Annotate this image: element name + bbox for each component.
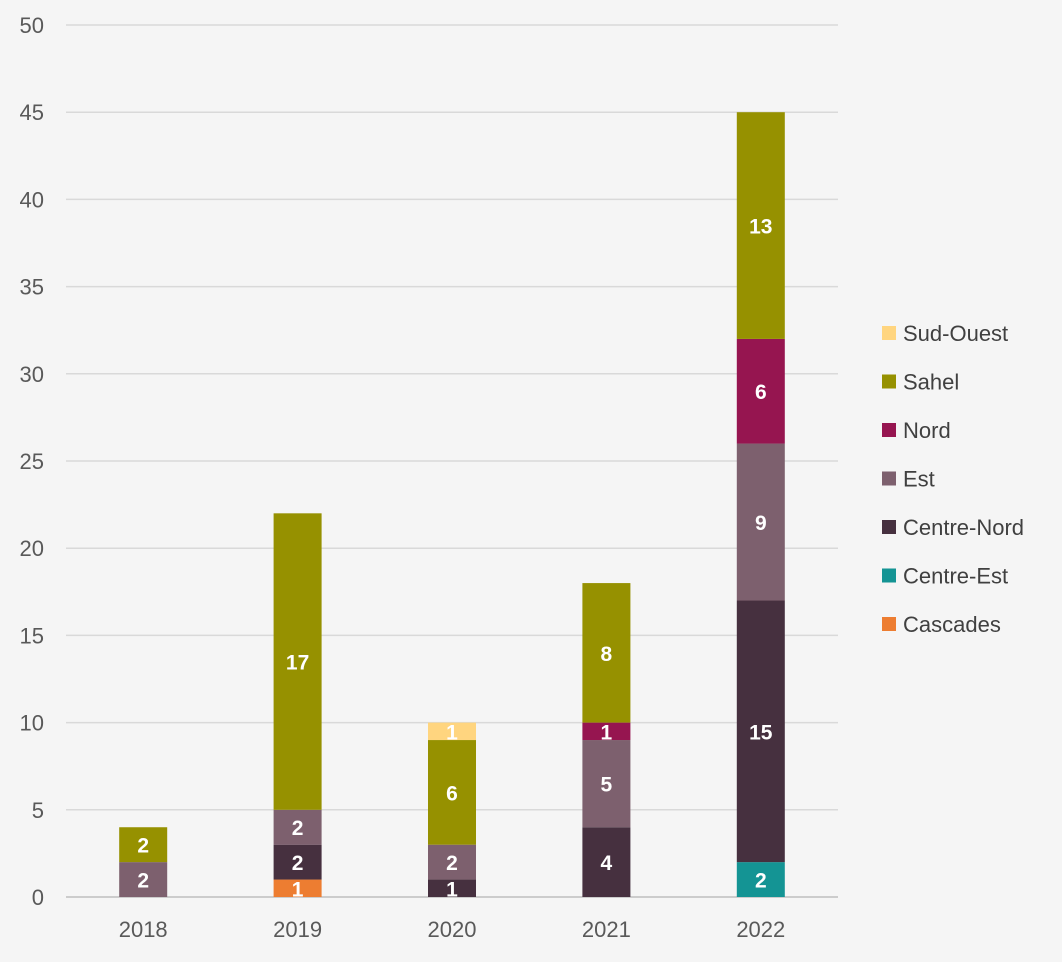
y-axis: 0 5 10 15 20 25 30 35 40 45 50 — [20, 13, 44, 910]
legend-swatch-centre-nord — [882, 520, 896, 534]
legend-swatch-nord — [882, 423, 896, 437]
bar-segment-est — [428, 844, 476, 880]
data-label: 2 — [137, 870, 149, 893]
bar-segment-nord — [736, 338, 785, 444]
legend-label-sahel: Sahel — [903, 370, 959, 395]
y-tick-label: 45 — [20, 100, 44, 125]
bar-segment-sud-ouest — [428, 722, 476, 741]
y-tick-label: 10 — [20, 711, 44, 736]
data-label: 6 — [446, 782, 458, 805]
bar-segment-centre-nord — [273, 844, 322, 880]
legend-swatch-centre-est — [882, 568, 896, 583]
data-label: 2 — [137, 835, 149, 858]
bar-segment-centre-nord — [736, 600, 785, 863]
bar-segment-sahel — [428, 740, 476, 845]
data-label: 6 — [755, 381, 767, 404]
bar-segment-est — [582, 740, 631, 828]
bar-segment-cascades — [273, 879, 322, 897]
bar-segment-centre-nord — [428, 879, 476, 897]
bar-segment-nord — [582, 722, 631, 741]
data-label: 13 — [749, 216, 772, 239]
bar-segment-sahel — [119, 827, 168, 863]
legend-swatch-est — [882, 471, 896, 486]
x-tick-label: 2019 — [273, 917, 322, 942]
x-tick-label: 2021 — [582, 917, 631, 942]
data-label: 4 — [601, 852, 613, 875]
data-label: 2 — [292, 817, 304, 840]
x-axis: 2018 2019 2020 2021 2022 — [119, 917, 786, 942]
legend-label-cascades: Cascades — [903, 612, 1001, 637]
bar-segment-centre-est — [736, 862, 785, 897]
bar-segment-est — [736, 443, 785, 601]
gridlines — [66, 24, 838, 898]
y-tick-label: 30 — [20, 362, 44, 387]
legend-label-centre-est: Centre-Est — [903, 564, 1008, 589]
data-label: 15 — [749, 721, 773, 744]
y-tick-label: 20 — [20, 536, 44, 561]
data-labels: 2 2 1 2 2 17 1 2 6 1 4 5 1 8 2 15 9 6 13 — [137, 216, 772, 902]
data-label: 1 — [446, 721, 458, 744]
x-tick-label: 2018 — [119, 917, 168, 942]
bars — [119, 112, 785, 897]
data-label: 1 — [446, 878, 458, 901]
x-tick-label: 2022 — [736, 917, 785, 942]
legend-label-centre-nord: Centre-Nord — [903, 515, 1024, 540]
data-label: 1 — [292, 878, 304, 901]
legend-label-nord: Nord — [903, 418, 951, 443]
bar-segment-est — [273, 809, 322, 845]
legend-swatch-sahel — [882, 374, 896, 389]
data-label: 1 — [601, 721, 613, 744]
y-tick-label: 0 — [32, 885, 44, 910]
data-label: 17 — [286, 652, 309, 675]
bar-segment-sahel — [273, 513, 322, 810]
legend-swatch-sud-ouest — [882, 326, 896, 340]
bar-segment-est — [119, 862, 168, 897]
data-label: 2 — [446, 852, 458, 875]
y-tick-label: 5 — [32, 798, 44, 823]
y-tick-label: 25 — [20, 449, 44, 474]
data-label: 5 — [601, 774, 613, 797]
x-tick-label: 2020 — [428, 917, 477, 942]
bar-segment-sahel — [736, 112, 785, 339]
data-label: 9 — [755, 512, 767, 535]
y-tick-label: 40 — [20, 187, 44, 212]
y-tick-label: 15 — [20, 623, 44, 648]
bar-segment-centre-nord — [582, 827, 631, 897]
data-label: 8 — [601, 643, 613, 666]
legend-label-sud-ouest: Sud-Ouest — [903, 321, 1008, 346]
legend-label-est: Est — [903, 467, 935, 492]
y-tick-label: 50 — [20, 13, 44, 38]
data-label: 2 — [292, 852, 304, 875]
data-label: 2 — [755, 870, 767, 893]
legend: Sud-Ouest Sahel Nord Est Centre-Nord Centre-E… — [882, 321, 1024, 637]
bar-segment-sahel — [582, 583, 631, 723]
y-tick-label: 35 — [20, 275, 44, 300]
legend-swatch-cascades — [882, 617, 896, 631]
